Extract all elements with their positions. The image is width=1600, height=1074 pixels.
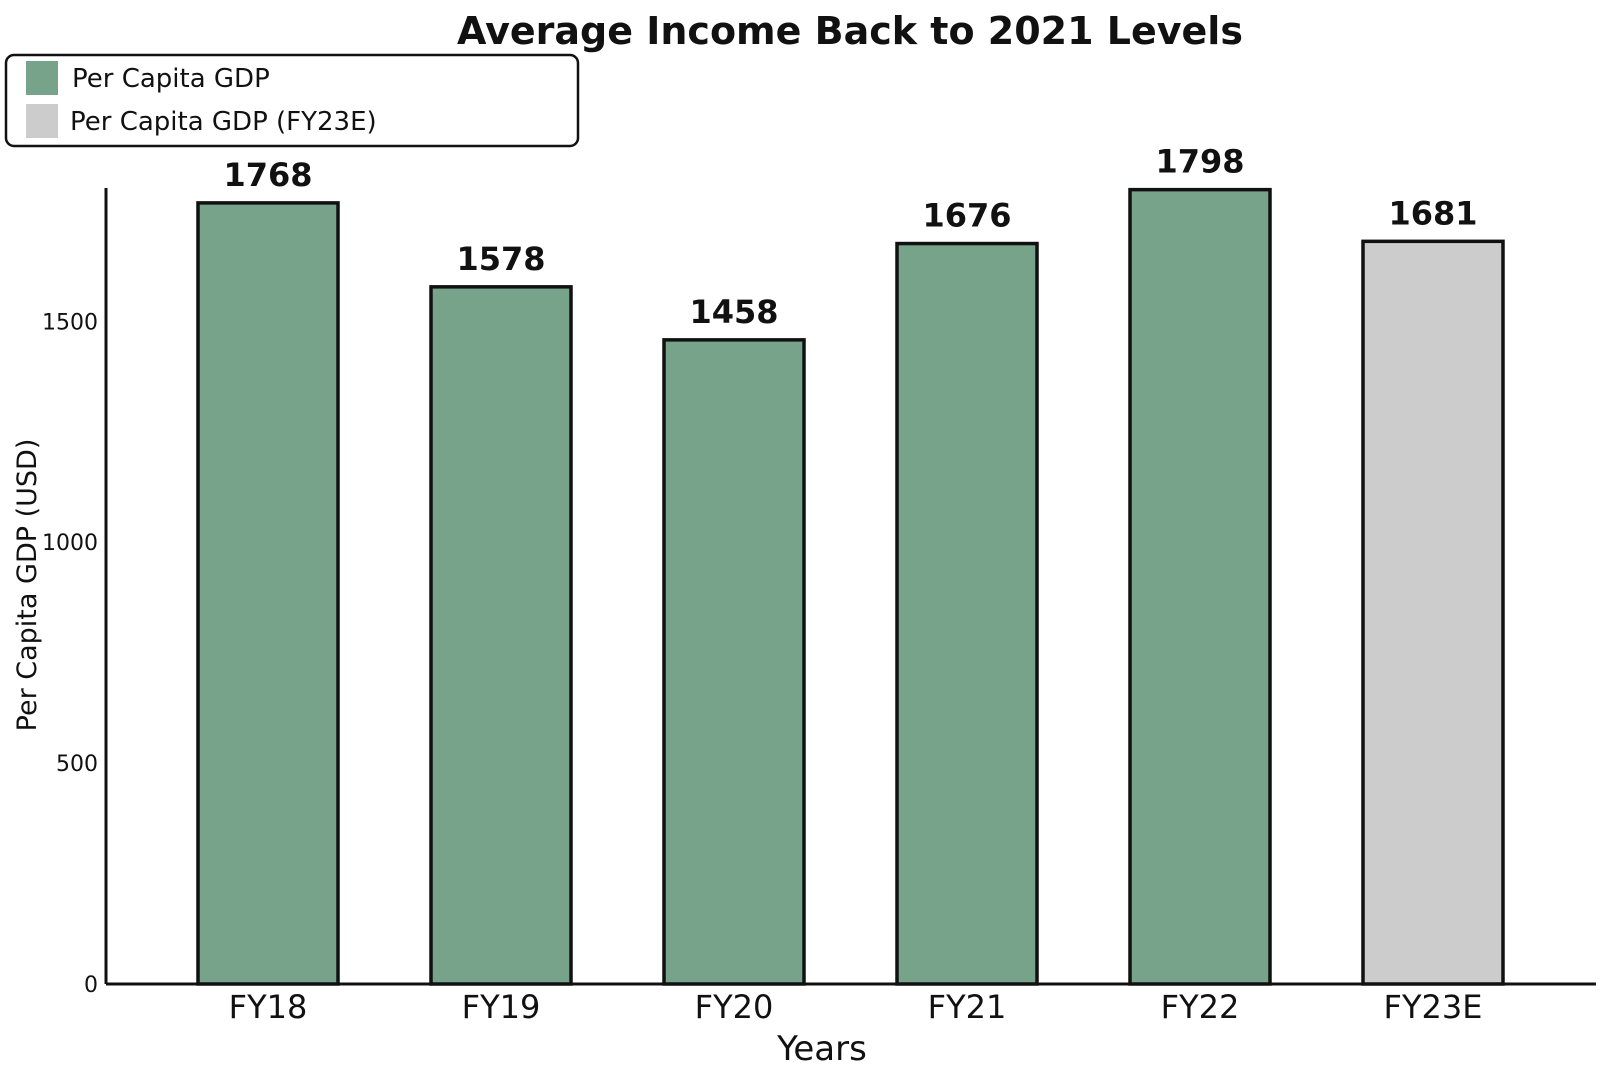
- data-label-fy22: 1798: [1155, 143, 1244, 181]
- y-tick-label-500: 500: [56, 752, 98, 777]
- x-tick-label-fy21: FY21: [928, 988, 1007, 1026]
- data-label-fy20: 1458: [689, 293, 778, 331]
- bars-group: [196, 187, 1505, 986]
- legend-swatch-per-capita-gdp-fy23e: [26, 104, 58, 138]
- bar-fy22: [1128, 187, 1272, 986]
- data-label-fy21: 1676: [922, 197, 1011, 235]
- bar-fy23e: [1361, 239, 1505, 986]
- bar-fy20: [662, 338, 806, 986]
- legend-frame: [4, 53, 580, 148]
- legend: Per Capita GDP Per Capita GDP (FY23E): [4, 53, 580, 148]
- data-labels-group: 1768 1578 1458 1676 1798 1681: [223, 143, 1477, 331]
- legend-label-per-capita-gdp: Per Capita GDP: [72, 64, 270, 94]
- x-tick-label-fy22: FY22: [1161, 988, 1240, 1026]
- legend-label-per-capita-gdp-fy23e: Per Capita GDP (FY23E): [70, 107, 377, 137]
- bar-fy21: [895, 241, 1039, 986]
- x-tick-label-fy18: FY18: [229, 988, 308, 1026]
- chart-title: Average Income Back to 2021 Levels: [457, 9, 1243, 53]
- data-label-fy19: 1578: [456, 240, 545, 278]
- legend-swatch-per-capita-gdp: [26, 61, 58, 95]
- bar-fy19: [429, 285, 573, 986]
- y-ticks-group: 0 500 1000 1500: [42, 310, 98, 998]
- data-label-fy23e: 1681: [1388, 194, 1477, 232]
- y-tick-label-1000: 1000: [42, 531, 98, 556]
- bar-fy18: [196, 201, 340, 986]
- x-ticks-group: FY18 FY19 FY20 FY21 FY22 FY23E: [229, 988, 1483, 1026]
- x-tick-label-fy19: FY19: [462, 988, 541, 1026]
- y-axis-label: Per Capita GDP (USD): [12, 439, 43, 732]
- y-tick-label-0: 0: [84, 973, 98, 998]
- y-tick-label-1500: 1500: [42, 310, 98, 335]
- x-axis-label: Years: [776, 1029, 867, 1069]
- data-label-fy18: 1768: [223, 156, 312, 194]
- x-tick-label-fy20: FY20: [695, 988, 774, 1026]
- x-tick-label-fy23e: FY23E: [1384, 988, 1483, 1026]
